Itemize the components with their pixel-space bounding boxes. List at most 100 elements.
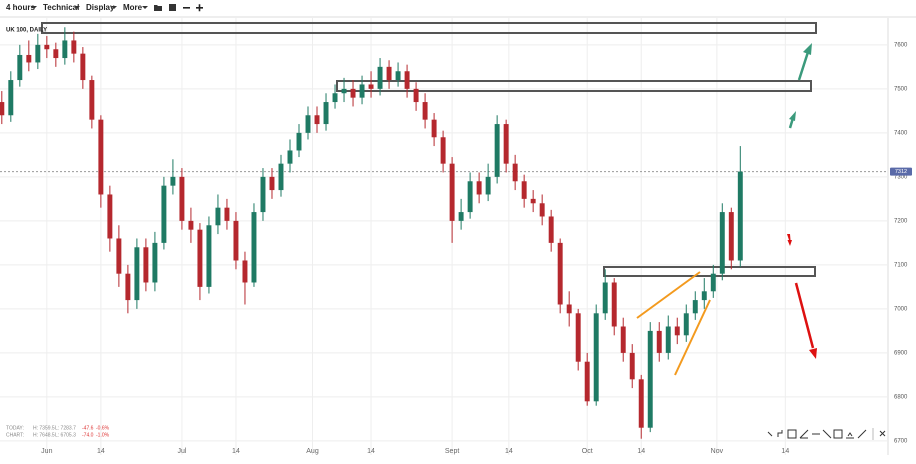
- open-icon[interactable]: [154, 5, 162, 11]
- tool-fan[interactable]: [799, 429, 809, 439]
- candle-body: [647, 330, 653, 428]
- candle-body: [323, 102, 329, 125]
- candle-body: [170, 176, 176, 186]
- timeframe-menu[interactable]: 4 hours: [6, 3, 35, 12]
- tool-grid[interactable]: [787, 429, 797, 439]
- candle-body: [710, 273, 716, 292]
- candle-body: [251, 212, 257, 283]
- candle-body: [557, 242, 563, 305]
- candle-body: [206, 225, 212, 287]
- candle-body: [179, 176, 185, 221]
- tool-mountain[interactable]: [846, 432, 854, 439]
- candle-body: [593, 313, 599, 402]
- candle-body: [332, 93, 338, 103]
- candle-body: [566, 304, 572, 314]
- candle-body: [116, 238, 122, 274]
- candle-body: [620, 326, 626, 353]
- x-tick-label: Jun: [41, 448, 52, 455]
- candle-body: [521, 181, 527, 199]
- dropdown-arrows: [31, 6, 148, 9]
- candle-body: [440, 137, 446, 164]
- candle-body: [17, 54, 23, 81]
- candle-body: [35, 44, 41, 63]
- y-tick-label: 7400: [894, 130, 908, 136]
- more-menu[interactable]: More: [123, 3, 143, 12]
- tool-cursor[interactable]: [767, 431, 773, 437]
- candle-body: [89, 80, 95, 120]
- candle-body: [152, 242, 158, 283]
- candle-body: [287, 150, 293, 164]
- candle-body: [458, 212, 464, 221]
- y-tick-label: 7000: [894, 306, 908, 312]
- x-tick-label: 14: [367, 448, 375, 455]
- candle-body: [683, 313, 689, 336]
- candle-body: [413, 88, 419, 103]
- candle-body: [701, 291, 707, 301]
- tool-step[interactable]: [777, 430, 783, 437]
- candle-body: [368, 84, 374, 89]
- zoom-out[interactable]: [183, 7, 190, 9]
- last-price-box: [890, 167, 912, 176]
- y-tick-label: 6700: [894, 438, 908, 444]
- candle-body: [26, 54, 32, 63]
- stat-text: -1.0%: [96, 432, 110, 438]
- tool-close[interactable]: [879, 430, 886, 437]
- save-icon[interactable]: [169, 4, 176, 11]
- candle-body: [584, 361, 590, 402]
- stats: TODAY: H: 7359.5 L: 7283.7 -47.6 -0.6% CHART:…: [6, 425, 110, 438]
- candle-body: [476, 181, 482, 195]
- stat-text: -0.6%: [96, 425, 110, 431]
- arrow-head: [809, 348, 817, 359]
- display-menu[interactable]: Display: [86, 3, 115, 12]
- candle-body: [512, 163, 518, 182]
- candle-body: [431, 119, 437, 138]
- zone-box: [603, 266, 816, 277]
- candle-body: [296, 132, 302, 151]
- candle-body: [278, 163, 284, 191]
- candle-body: [350, 88, 356, 98]
- tool-line[interactable]: [822, 429, 832, 439]
- trend-line: [636, 271, 701, 319]
- x-tick-label: 14: [505, 448, 513, 455]
- stat-text: L: 6705.3: [55, 432, 76, 438]
- zone-box: [41, 22, 817, 34]
- technical-menu[interactable]: Technical: [43, 3, 79, 12]
- candle-body: [449, 163, 455, 221]
- candle-body: [656, 330, 662, 353]
- arrow: [794, 282, 815, 349]
- candle-body: [341, 88, 347, 94]
- stat-text: H: 7359.5: [33, 425, 55, 431]
- candle-body: [0, 102, 5, 116]
- candle-body: [215, 207, 221, 226]
- candle-body: [359, 84, 365, 98]
- candle-body: [395, 71, 401, 81]
- candle-body: [386, 66, 392, 81]
- y-tick-label: 6900: [894, 350, 908, 356]
- stat-text: -47.6: [82, 425, 94, 431]
- candle-body: [80, 53, 86, 81]
- candle-body: [494, 124, 500, 177]
- tool-ray[interactable]: [857, 429, 867, 439]
- candle-body: [665, 326, 671, 353]
- candle-body: [8, 80, 14, 116]
- candle-body: [728, 212, 734, 261]
- candle-body: [233, 220, 239, 261]
- y-tick-label: 6800: [894, 394, 908, 400]
- x-tick-label: Sept: [445, 448, 459, 455]
- candle-body: [305, 115, 311, 133]
- last-price-label: 7312: [895, 169, 907, 175]
- y-tick-label: 7600: [894, 42, 908, 48]
- trend-line: [674, 299, 711, 376]
- tool-rect[interactable]: [833, 429, 843, 439]
- zoom-in[interactable]: [196, 4, 203, 12]
- x-tick-label: Oct: [582, 448, 593, 455]
- candle-body: [719, 212, 725, 274]
- stat-text: L: 7283.7: [55, 425, 76, 431]
- y-tick-label: 7200: [894, 218, 908, 224]
- candle-body: [377, 66, 383, 89]
- candle-body: [161, 185, 167, 243]
- x-tick-label: Jul: [177, 448, 186, 455]
- candle-body: [674, 326, 680, 336]
- x-tick-label: 14: [637, 448, 645, 455]
